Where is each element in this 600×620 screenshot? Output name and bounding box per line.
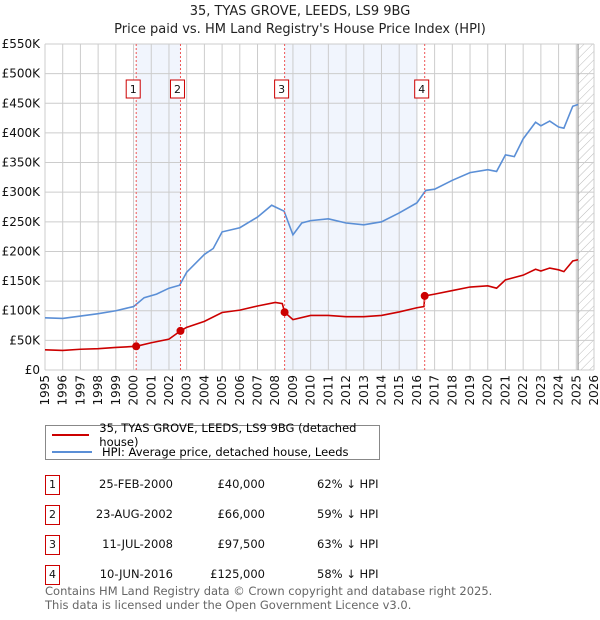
transaction-marker — [132, 342, 141, 351]
x-tick-label: 2026 — [587, 375, 600, 406]
hpi-series-line — [44, 103, 579, 320]
x-tick-label: 2017 — [428, 375, 442, 406]
legend: 35, TYAS GROVE, LEEDS, LS9 9BG (detached… — [45, 421, 380, 460]
transaction-number: 3 — [45, 535, 60, 555]
transaction-row: 1 25-FEB-2000 £40,000 62% ↓ HPI — [45, 475, 445, 495]
transaction-label-box — [414, 79, 430, 99]
property-series-line — [44, 258, 579, 352]
chart-title: 35, TYAS GROVE, LEEDS, LS9 9BG — [189, 4, 411, 19]
transaction-marker — [176, 326, 185, 335]
y-tick-label: £550K — [2, 37, 42, 51]
transaction-date: 11-JUL-2008 — [102, 537, 173, 551]
transaction-price: £66,000 — [217, 507, 265, 521]
transaction-hpi-diff: 63% ↓ HPI — [317, 537, 379, 551]
x-tick-label: 1999 — [109, 375, 123, 406]
transaction-marker — [280, 308, 289, 317]
transaction-number: 2 — [45, 505, 60, 525]
legend-item-property: 35, TYAS GROVE, LEEDS, LS9 9BG (detached… — [52, 421, 379, 449]
x-tick-label: 2000 — [127, 375, 141, 406]
shaded-period — [284, 44, 417, 370]
x-tick-label: 2013 — [357, 375, 371, 406]
transaction-row: 3 11-JUL-2008 £97,500 63% ↓ HPI — [45, 535, 445, 555]
legend-label: 35, TYAS GROVE, LEEDS, LS9 9BG (detached… — [99, 421, 357, 449]
x-tick-label: 2003 — [180, 375, 194, 406]
x-tick-label: 2010 — [304, 375, 318, 406]
transaction-label-box — [125, 79, 141, 99]
x-tick-label: 2022 — [516, 375, 530, 406]
transaction-hpi-diff: 62% ↓ HPI — [317, 477, 379, 491]
legend-item-hpi: HPI: Average price, detached house, Leed… — [52, 444, 349, 460]
chart-subtitle: Price paid vs. HM Land Registry's House … — [114, 22, 486, 37]
y-tick-label: £250K — [2, 215, 42, 229]
y-tick-label: £50K — [9, 333, 41, 347]
footer-copyright: Contains HM Land Registry data © Crown c… — [45, 584, 493, 598]
x-tick-label: 2020 — [481, 375, 495, 406]
transaction-label: 2 — [174, 83, 181, 96]
x-tick-label: 2016 — [410, 375, 424, 406]
x-tick-label: 2001 — [144, 375, 158, 406]
x-tick-label: 2009 — [286, 375, 300, 406]
x-tick-label: 2023 — [534, 375, 548, 406]
y-tick-label: £150K — [2, 274, 42, 288]
transaction-number: 4 — [45, 565, 60, 585]
x-tick-label: 2007 — [251, 375, 265, 406]
transaction-date: 10-JUN-2016 — [99, 567, 173, 581]
x-tick-label: 1997 — [73, 375, 87, 406]
transaction-label: 4 — [418, 83, 425, 96]
transaction-hpi-diff: 59% ↓ HPI — [317, 507, 379, 521]
x-tick-label: 2012 — [339, 375, 353, 406]
footer-licence: This data is licensed under the Open Gov… — [45, 598, 412, 612]
transaction-price: £40,000 — [217, 477, 265, 491]
transaction-row: 4 10-JUN-2016 £125,000 58% ↓ HPI — [45, 565, 445, 585]
legend-label: HPI: Average price, detached house, Leed… — [102, 445, 349, 459]
x-tick-label: 1998 — [91, 375, 105, 406]
y-tick-label: £200K — [2, 244, 42, 258]
transaction-date: 25-FEB-2000 — [99, 477, 173, 491]
x-tick-label: 1996 — [56, 375, 70, 406]
y-tick-label: £500K — [2, 67, 42, 81]
x-tick-label: 2025 — [569, 375, 583, 406]
transaction-price: £125,000 — [210, 567, 265, 581]
transaction-row: 2 23-AUG-2002 £66,000 59% ↓ HPI — [45, 505, 445, 525]
x-tick-label: 2005 — [215, 375, 229, 406]
y-tick-label: £400K — [2, 126, 42, 140]
y-tick-label: £350K — [2, 156, 42, 170]
x-tick-label: 2021 — [498, 375, 512, 406]
y-tick-label: £450K — [2, 96, 42, 110]
forecast-hatch — [578, 44, 594, 370]
transaction-date: 23-AUG-2002 — [95, 507, 173, 521]
x-tick-label: 2008 — [268, 375, 282, 406]
x-tick-label: 2015 — [392, 375, 406, 406]
y-tick-label: £100K — [2, 304, 42, 318]
x-tick-label: 2024 — [552, 375, 566, 406]
x-tick-label: 2004 — [197, 375, 211, 406]
x-tick-label: 2019 — [463, 375, 477, 406]
x-tick-label: 2018 — [445, 375, 459, 406]
y-tick-label: £0 — [25, 363, 40, 377]
transaction-label-box — [169, 79, 185, 99]
transaction-price: £97,500 — [217, 537, 265, 551]
legend-swatch-blue — [52, 451, 92, 453]
transaction-marker — [420, 291, 429, 300]
x-tick-label: 2006 — [233, 375, 247, 406]
transaction-label: 3 — [278, 83, 285, 96]
transaction-number: 1 — [45, 475, 60, 495]
transaction-label-box — [274, 79, 290, 99]
x-tick-label: 1995 — [38, 375, 52, 406]
legend-swatch-red — [52, 434, 90, 436]
x-tick-label: 2002 — [162, 375, 176, 406]
footer: Contains HM Land Registry data © Crown c… — [45, 584, 492, 612]
y-tick-label: £300K — [2, 185, 42, 199]
x-tick-label: 2011 — [321, 375, 335, 406]
transaction-label: 1 — [130, 83, 137, 96]
x-tick-label: 2014 — [374, 375, 388, 406]
transaction-hpi-diff: 58% ↓ HPI — [317, 567, 379, 581]
